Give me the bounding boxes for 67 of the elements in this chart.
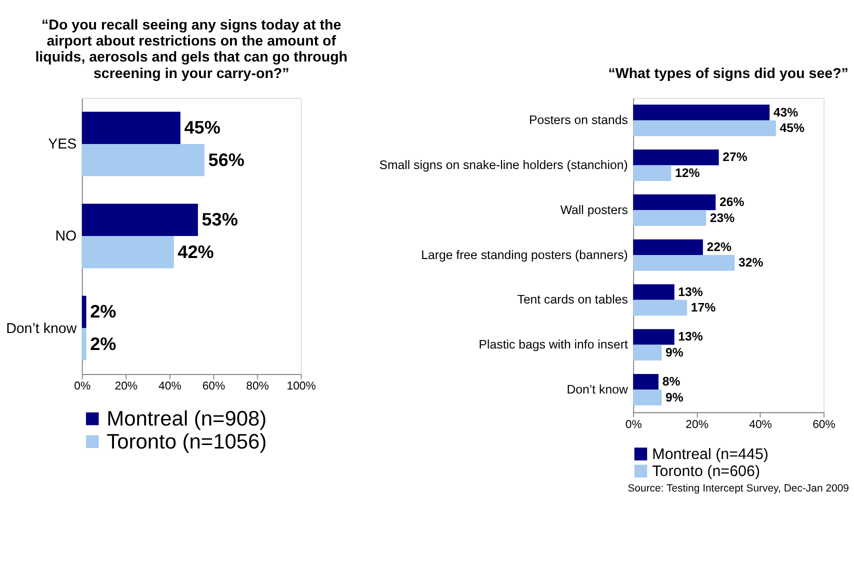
- bar: [633, 165, 672, 181]
- data-label: 27%: [722, 150, 748, 164]
- bar: [633, 300, 688, 316]
- x-tick-label: 0%: [74, 380, 91, 393]
- bar: [633, 255, 735, 271]
- data-label: 26%: [719, 195, 744, 210]
- data-label: 8%: [662, 374, 680, 389]
- data-label: 9%: [665, 390, 684, 404]
- y-tick-label: Large free standing posters (banners): [421, 248, 628, 262]
- y-tick-label: Plastic bags with info insert: [478, 338, 628, 352]
- data-label: 32%: [738, 256, 764, 270]
- legend-label: Montreal (n=908): [106, 407, 267, 430]
- data-label: 12%: [675, 166, 700, 180]
- y-tick-label: Wall posters: [560, 202, 628, 217]
- y-tick-label: Don’t know: [566, 382, 628, 396]
- data-label: 45%: [780, 121, 804, 136]
- bar: [633, 390, 662, 406]
- data-label: 9%: [665, 345, 684, 360]
- bar: [633, 210, 706, 226]
- data-label: 2%: [90, 334, 116, 354]
- data-label: 13%: [678, 284, 703, 299]
- data-label: 2%: [90, 302, 116, 322]
- legend-label: Toronto (n=1056): [106, 430, 267, 454]
- source-note: Source: Testing Intercept Survey, Dec-Jan 2009: [628, 484, 850, 495]
- y-tick-label: Posters on stands: [528, 113, 628, 128]
- bar: [633, 329, 674, 345]
- bar: [633, 239, 703, 256]
- data-label: 22%: [706, 240, 732, 254]
- x-tick-label: 80%: [246, 380, 269, 393]
- x-tick-label: 20%: [114, 380, 138, 393]
- x-tick-label: 100%: [286, 380, 316, 393]
- bar: [82, 236, 174, 268]
- legend-label: Montreal (n=445): [652, 446, 768, 463]
- data-label: 45%: [184, 118, 220, 138]
- data-label: 23%: [710, 210, 735, 225]
- data-label: 17%: [690, 300, 716, 315]
- y-tick-label: NO: [55, 228, 77, 245]
- x-tick-label: 60%: [202, 380, 226, 393]
- legend-label: Toronto (n=606): [652, 462, 760, 480]
- y-tick-label: Don’t know: [6, 320, 78, 337]
- y-tick-label: Tent cards on tables: [517, 292, 628, 307]
- chart-title: “What types of signs did you see?”: [608, 66, 848, 82]
- x-tick-label: 40%: [158, 380, 182, 393]
- bar: [633, 120, 776, 136]
- y-tick-label: YES: [48, 136, 77, 153]
- bar: [633, 104, 770, 120]
- bar: [82, 144, 205, 176]
- x-tick-label: 20%: [686, 418, 708, 431]
- bar: [633, 150, 719, 166]
- bar: [633, 344, 662, 360]
- bar: [82, 204, 198, 236]
- x-tick-label: 60%: [812, 418, 836, 431]
- bar: [82, 112, 180, 144]
- y-tick-label: Small signs on snake-line holders (stanchion): [379, 158, 628, 172]
- bar: [82, 328, 86, 360]
- data-label: 56%: [208, 150, 244, 170]
- x-tick-label: 40%: [749, 418, 772, 431]
- data-label: 13%: [678, 330, 703, 344]
- data-label: 53%: [202, 210, 238, 230]
- data-label: 43%: [773, 105, 798, 120]
- bar: [82, 296, 86, 328]
- data-label: 42%: [178, 242, 214, 262]
- bar: [633, 284, 674, 300]
- chart-title: “Do you recall seeing any signs today at the airport about restrictions on the amount of liquids, aerosols and gels that can go through screening in your carry-on?”: [35, 17, 348, 82]
- x-tick-label: 0%: [625, 418, 642, 431]
- bar: [633, 374, 659, 390]
- bar: [633, 194, 716, 210]
